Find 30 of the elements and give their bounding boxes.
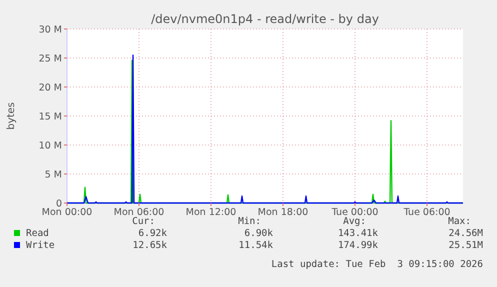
y-tick-label: 25 M — [38, 54, 62, 64]
y-tick-label: 15 M — [38, 112, 62, 122]
text: Last update: Tue Feb 3 09:15:00 2026 — [271, 259, 484, 270]
y-axis-title: bytes — [6, 102, 17, 130]
y-tick-label: 0 — [56, 198, 62, 210]
text: 6.90k — [244, 228, 274, 239]
x-tick-label: Tue 06:00 — [402, 207, 450, 218]
y-tick-label: 10 M — [38, 140, 62, 152]
text: 24.56M — [448, 228, 484, 239]
x-tick-label: Mon 06:00 — [114, 207, 164, 218]
x-tick-label: Tue 00:00 — [330, 207, 378, 218]
text: 11.54k — [238, 240, 274, 251]
legend-label: Read — [26, 228, 49, 239]
x-tick-label: Mon 00:00 — [42, 207, 92, 218]
y-tick-label: 5 M — [44, 170, 62, 180]
text: 12.65k — [132, 240, 168, 251]
y-tick-label: 20 M — [38, 82, 62, 94]
text: Max: — [448, 216, 471, 227]
text: Min: — [238, 216, 261, 227]
text: 6.92k — [138, 228, 168, 239]
text: Avg: — [343, 216, 366, 227]
text: 25.51M — [448, 240, 484, 251]
text: 174.99k — [338, 240, 378, 251]
x-tick-label: Mon 18:00 — [258, 207, 308, 218]
x-tick-label: Mon 12:00 — [186, 207, 236, 218]
text: Cur: — [132, 216, 155, 227]
y-tick-label: 30 M — [38, 24, 62, 36]
text: 143.41k — [338, 228, 378, 239]
legend-label: Write — [26, 240, 55, 251]
chart-title: /dev/nvme0n1p4 - read/write - by day — [151, 12, 379, 26]
